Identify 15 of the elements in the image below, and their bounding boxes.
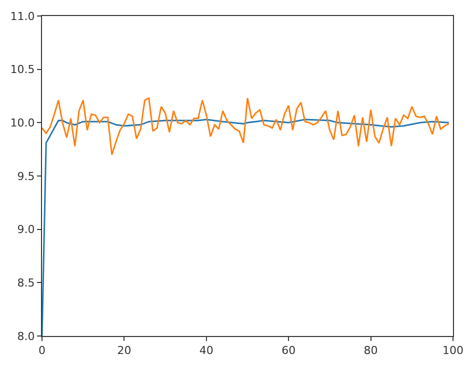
line-series bbox=[42, 118, 450, 336]
y-tick-label: 9.0 bbox=[17, 223, 35, 236]
x-tick-label: 20 bbox=[117, 344, 132, 358]
x-tick-label: 0 bbox=[38, 344, 46, 358]
y-tick-label: 10.0 bbox=[10, 116, 35, 130]
x-tick-label: 80 bbox=[364, 344, 378, 358]
y-tick-label: 10.5 bbox=[10, 63, 35, 76]
y-tick-label: 11.0 bbox=[10, 10, 35, 23]
x-tick-label: 40 bbox=[199, 344, 214, 358]
y-tick-label: 8.0 bbox=[17, 330, 35, 343]
y-tick-label: 8.5 bbox=[17, 276, 35, 290]
y-tick-label: 9.5 bbox=[17, 170, 35, 183]
line-series bbox=[42, 97, 450, 156]
x-tick-label: 100 bbox=[442, 344, 464, 358]
x-tick-label: 60 bbox=[282, 344, 296, 358]
